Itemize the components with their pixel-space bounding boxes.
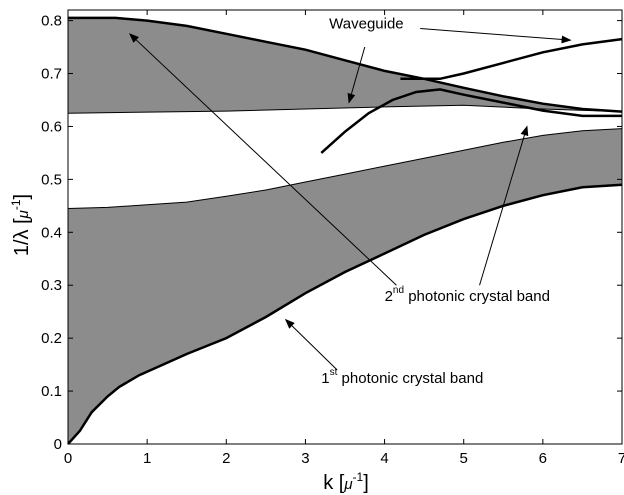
waveguide-annotation-arrow — [420, 28, 572, 44]
band2-annotation-arrow — [479, 125, 529, 286]
y-tick-label: 0.4 — [41, 224, 62, 241]
y-tick-label: 0.1 — [41, 383, 62, 400]
y-tick-label: 0.5 — [41, 171, 62, 188]
x-axis-ticks: 0 1 2 3 4 5 6 7 — [64, 10, 624, 467]
x-tick-label: 6 — [539, 450, 547, 467]
x-tick-label: 7 — [618, 450, 624, 467]
x-axis-label: k [μ-1] — [323, 470, 369, 494]
band1-annotation-label: 1st photonic crystal band — [321, 367, 483, 387]
band1-annotation-arrow — [284, 318, 338, 371]
band1-fill — [68, 128, 622, 444]
x-tick-label: 3 — [301, 450, 309, 467]
y-tick-label: 0.7 — [41, 66, 62, 83]
band2-annotation-arrow — [129, 33, 397, 286]
y-axis-ticks: 0 0.1 0.2 0.3 0.4 0.5 0.6 0.7 0.8 — [41, 13, 622, 453]
y-tick-label: 0.3 — [41, 277, 62, 294]
band2-annotation-label: 2nd photonic crystal band — [385, 285, 550, 305]
x-tick-label: 0 — [64, 450, 72, 467]
y-tick-label: 0 — [54, 436, 62, 453]
band1-upper-curve — [67, 128, 623, 209]
waveguide-curve-2 — [400, 37, 623, 81]
waveguide-curve-1 — [320, 88, 622, 154]
band2-upper-curve — [68, 16, 623, 113]
x-tick-label: 5 — [460, 450, 468, 467]
y-tick-label: 0.8 — [41, 13, 62, 30]
waveguide-annotation-label: Waveguide — [329, 16, 404, 33]
y-tick-label: 0.6 — [41, 118, 62, 135]
plot-frame — [67, 9, 623, 445]
x-tick-label: 4 — [380, 450, 388, 467]
waveguide-annotation-arrow — [347, 46, 366, 104]
x-tick-label: 2 — [222, 450, 230, 467]
y-tick-label: 0.2 — [41, 330, 62, 347]
x-tick-label: 1 — [143, 450, 151, 467]
bands-layer — [68, 17, 622, 444]
y-axis-label: 1/λ [μ-1] — [9, 194, 33, 256]
band2-fill — [68, 17, 622, 114]
annotations-layer: Waveguide 2nd photonic crystal band 1st ph… — [129, 16, 572, 387]
